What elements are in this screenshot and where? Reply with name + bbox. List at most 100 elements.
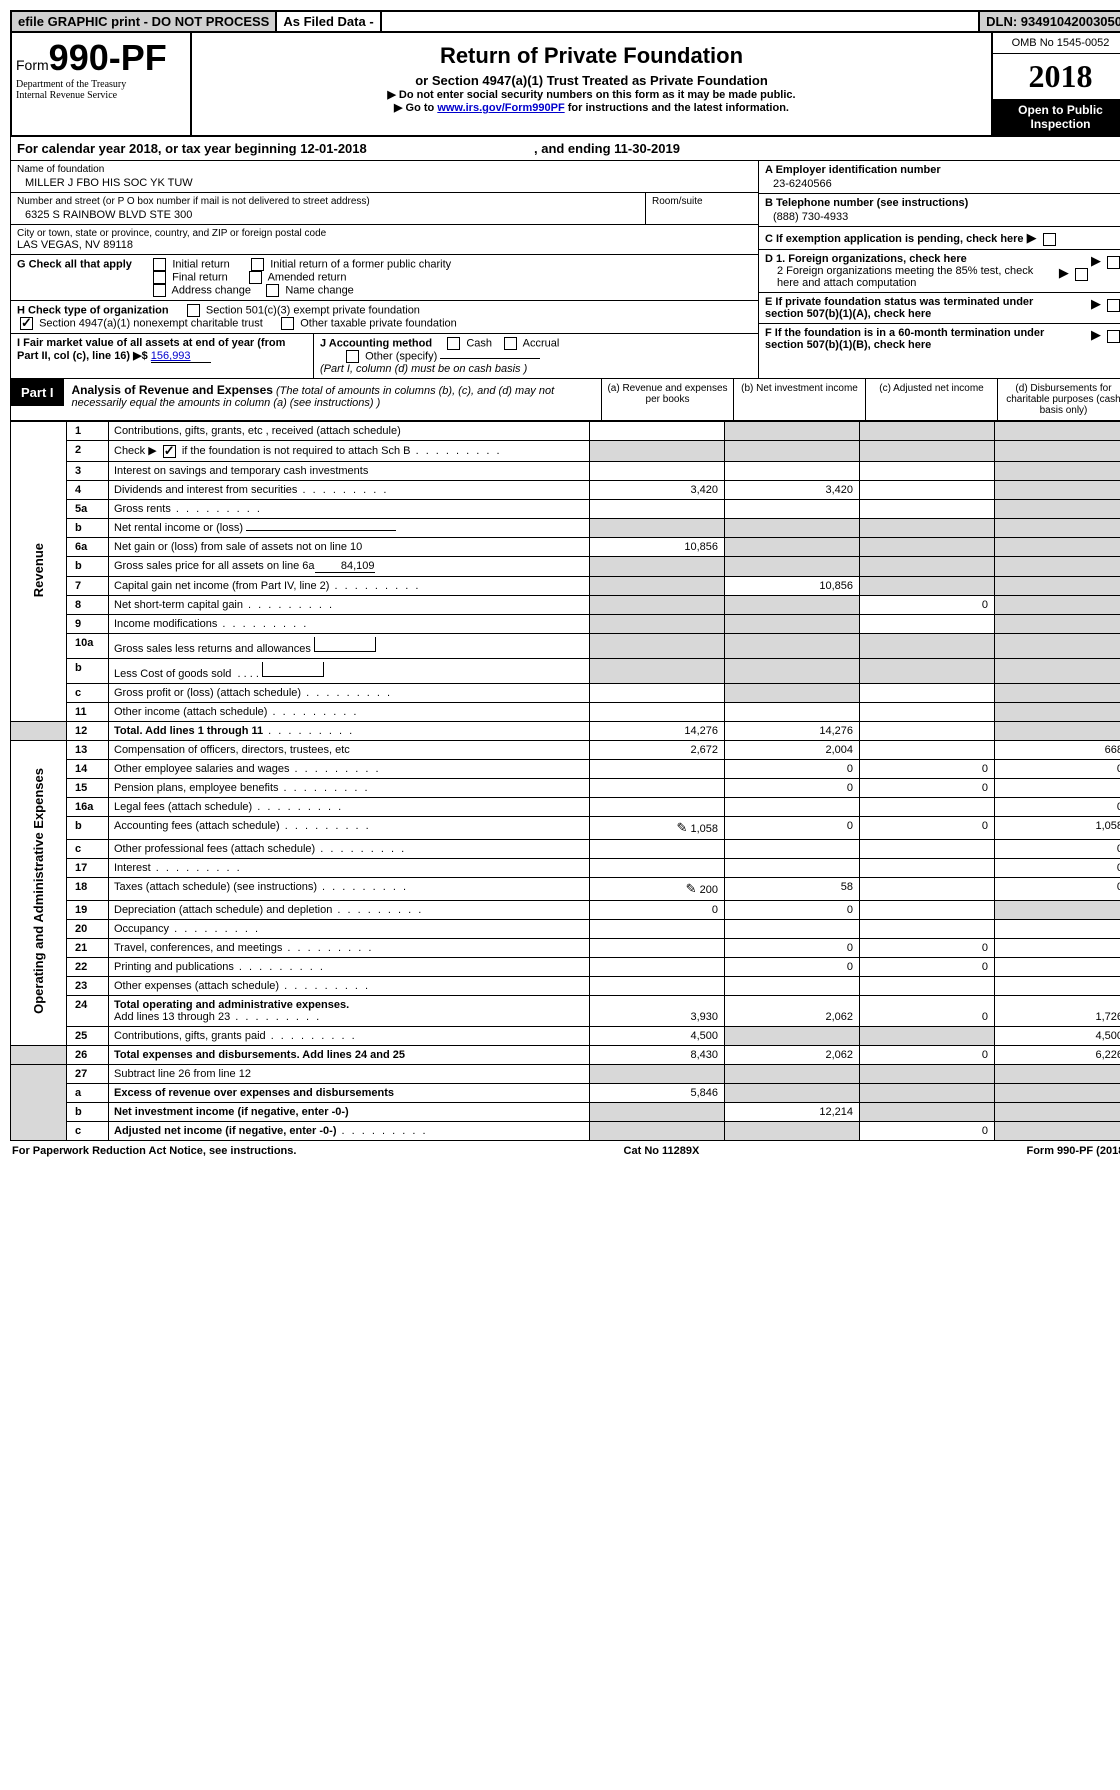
dept-treasury: Department of the Treasury bbox=[16, 79, 186, 90]
part1-label: Part I bbox=[11, 379, 64, 406]
table-row: 18Taxes (attach schedule) (see instructi… bbox=[11, 877, 1120, 900]
opt-final: Final return bbox=[172, 271, 228, 283]
schb-checkbox[interactable] bbox=[163, 445, 176, 458]
room-label: Room/suite bbox=[652, 196, 752, 207]
c-label: C If exemption application is pending, c… bbox=[765, 233, 1024, 245]
opt-initial: Initial return bbox=[172, 258, 229, 270]
form-subtitle: or Section 4947(a)(1) Trust Treated as P… bbox=[198, 73, 985, 88]
goto-post: for instructions and the latest informat… bbox=[565, 102, 789, 114]
other-method-checkbox[interactable] bbox=[346, 350, 359, 363]
part1-header: Part I Analysis of Revenue and Expenses … bbox=[10, 379, 1120, 421]
form-prefix: Form bbox=[16, 57, 49, 73]
address-row: Number and street (or P O box number if … bbox=[11, 193, 758, 225]
85pct-checkbox[interactable] bbox=[1075, 268, 1088, 281]
exemption-pending-checkbox[interactable] bbox=[1043, 233, 1056, 246]
table-row: bGross sales price for all assets on lin… bbox=[11, 556, 1120, 576]
ssn-warning: ▶ Do not enter social security numbers o… bbox=[198, 88, 985, 101]
opt-addrchg: Address change bbox=[172, 284, 252, 296]
col-b-header: (b) Net investment income bbox=[733, 379, 865, 420]
ein-label: A Employer identification number bbox=[765, 164, 941, 176]
open-public-badge: Open to Public Inspection bbox=[993, 99, 1120, 135]
fmv-value[interactable]: 156,993 bbox=[151, 350, 211, 363]
col-a-header: (a) Revenue and expenses per books bbox=[601, 379, 733, 420]
paperwork-notice: For Paperwork Reduction Act Notice, see … bbox=[12, 1145, 296, 1157]
form-title: Return of Private Foundation bbox=[198, 43, 985, 69]
opt-namechg: Name change bbox=[285, 284, 354, 296]
table-row: 10aGross sales less returns and allowanc… bbox=[11, 633, 1120, 658]
initial-return-checkbox[interactable] bbox=[153, 258, 166, 271]
amended-return-checkbox[interactable] bbox=[249, 271, 262, 284]
e-label: E If private foundation status was termi… bbox=[765, 296, 1065, 320]
i-j-row: I Fair market value of all assets at end… bbox=[11, 334, 758, 378]
dln: DLN: 93491042003050 bbox=[980, 12, 1120, 31]
opt-other-method: Other (specify) bbox=[365, 350, 437, 362]
opt-other-tax: Other taxable private foundation bbox=[300, 317, 457, 329]
calendar-year-bar: For calendar year 2018, or tax year begi… bbox=[10, 137, 1120, 161]
4947a1-checkbox[interactable] bbox=[20, 317, 33, 330]
j-note: (Part I, column (d) must be on cash basi… bbox=[320, 363, 527, 375]
table-row: cGross profit or (loss) (attach schedule… bbox=[11, 683, 1120, 702]
irs-link[interactable]: www.irs.gov/Form990PF bbox=[437, 102, 564, 114]
table-row: 7Capital gain net income (from Part IV, … bbox=[11, 576, 1120, 595]
table-row: 8Net short-term capital gain0 bbox=[11, 595, 1120, 614]
pencil-icon[interactable]: ✎ bbox=[686, 881, 697, 896]
ein-cell: A Employer identification number 23-6240… bbox=[759, 161, 1120, 194]
cash-checkbox[interactable] bbox=[447, 337, 460, 350]
pencil-icon[interactable]: ✎ bbox=[677, 820, 688, 835]
table-row: 4Dividends and interest from securities3… bbox=[11, 480, 1120, 499]
tax-year-end: 11-30-2019 bbox=[614, 141, 680, 156]
city-state-zip: LAS VEGAS, NV 89118 bbox=[17, 239, 752, 251]
h-label: H Check type of organization bbox=[17, 304, 169, 316]
60month-checkbox[interactable] bbox=[1107, 330, 1120, 343]
table-row: cAdjusted net income (if negative, enter… bbox=[11, 1121, 1120, 1140]
f-cell: F If the foundation is in a 60-month ter… bbox=[759, 324, 1120, 354]
table-row: cOther professional fees (attach schedul… bbox=[11, 839, 1120, 858]
table-row: 19Depreciation (attach schedule) and dep… bbox=[11, 900, 1120, 919]
instructions-line: ▶ Go to www.irs.gov/Form990PF for instru… bbox=[198, 101, 985, 114]
f-label: F If the foundation is in a 60-month ter… bbox=[765, 327, 1065, 351]
table-row: 5aGross rents bbox=[11, 499, 1120, 518]
year-box: OMB No 1545-0052 2018 Open to Public Ins… bbox=[993, 33, 1120, 135]
table-row: 14Other employee salaries and wages000 bbox=[11, 759, 1120, 778]
table-row: 20Occupancy bbox=[11, 919, 1120, 938]
foreign-org-checkbox[interactable] bbox=[1107, 256, 1120, 269]
phone-value: (888) 730-4933 bbox=[765, 209, 1120, 223]
accrual-checkbox[interactable] bbox=[504, 337, 517, 350]
table-row: 6aNet gain or (loss) from sale of assets… bbox=[11, 537, 1120, 556]
other-taxable-checkbox[interactable] bbox=[281, 317, 294, 330]
table-row: Operating and Administrative Expenses 13… bbox=[11, 740, 1120, 759]
phone-label: B Telephone number (see instructions) bbox=[765, 197, 968, 209]
table-row: Revenue 1 Contributions, gifts, grants, … bbox=[11, 422, 1120, 441]
top-bar: efile GRAPHIC print - DO NOT PROCESS As … bbox=[10, 10, 1120, 33]
revenue-section-label: Revenue bbox=[11, 422, 67, 722]
opt-accrual: Accrual bbox=[523, 337, 560, 349]
former-charity-checkbox[interactable] bbox=[251, 258, 264, 271]
form-id-box: Form990-PF Department of the Treasury In… bbox=[12, 33, 192, 135]
d1-label: D 1. Foreign organizations, check here bbox=[765, 253, 967, 265]
status-terminated-checkbox[interactable] bbox=[1107, 299, 1120, 312]
efile-notice: efile GRAPHIC print - DO NOT PROCESS bbox=[12, 12, 277, 31]
table-row: 17Interest0 bbox=[11, 858, 1120, 877]
table-row: 23Other expenses (attach schedule) bbox=[11, 976, 1120, 995]
foundation-name-cell: Name of foundation MILLER J FBO HIS SOC … bbox=[11, 161, 758, 193]
form-ref: Form 990-PF (2018) bbox=[1026, 1145, 1120, 1157]
col-d-header: (d) Disbursements for charitable purpose… bbox=[997, 379, 1120, 420]
name-label: Name of foundation bbox=[17, 164, 752, 175]
entity-info: Name of foundation MILLER J FBO HIS SOC … bbox=[10, 161, 1120, 379]
table-row: 2 Check ▶ if the foundation is not requi… bbox=[11, 441, 1120, 462]
h-org-type: H Check type of organization Section 501… bbox=[11, 301, 758, 334]
address-change-checkbox[interactable] bbox=[153, 284, 166, 297]
d-cell: D 1. Foreign organizations, check here ▶… bbox=[759, 250, 1120, 293]
name-change-checkbox[interactable] bbox=[266, 284, 279, 297]
table-row: bAccounting fees (attach schedule)✎ 1,05… bbox=[11, 816, 1120, 839]
city-cell: City or town, state or province, country… bbox=[11, 225, 758, 255]
501c3-checkbox[interactable] bbox=[187, 304, 200, 317]
table-row: 21Travel, conferences, and meetings00 bbox=[11, 938, 1120, 957]
table-row: 22Printing and publications00 bbox=[11, 957, 1120, 976]
part1-desc: Analysis of Revenue and Expenses (The to… bbox=[64, 379, 601, 420]
g-check-all: G Check all that apply Initial return In… bbox=[11, 255, 758, 301]
street-address: 6325 S RAINBOW BLVD STE 300 bbox=[17, 207, 639, 221]
foundation-name: MILLER J FBO HIS SOC YK TUW bbox=[17, 175, 752, 189]
opt-cash: Cash bbox=[466, 337, 492, 349]
final-return-checkbox[interactable] bbox=[153, 271, 166, 284]
